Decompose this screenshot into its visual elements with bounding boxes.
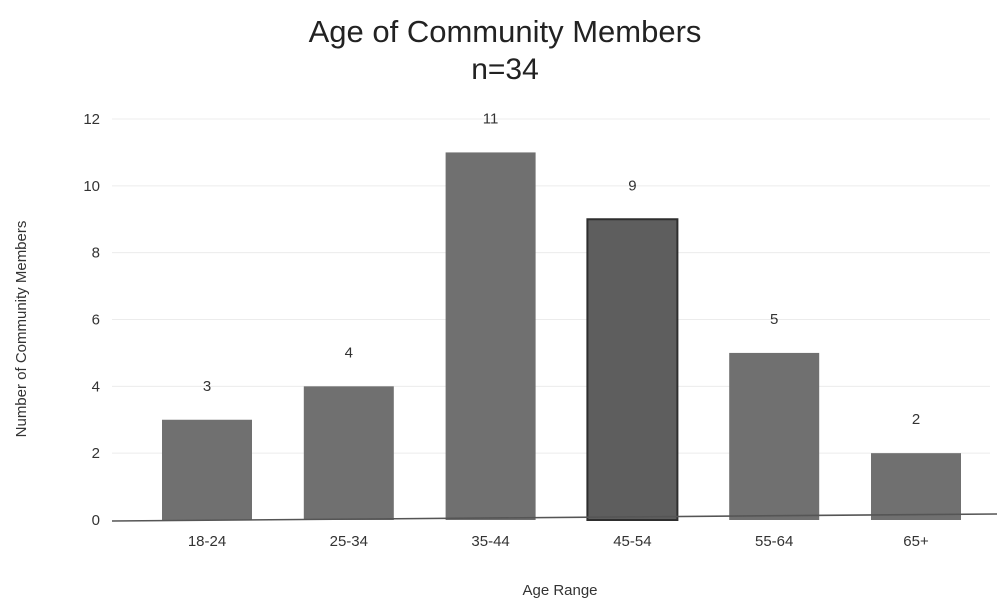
y-axis-title: Number of Community Members [13, 221, 30, 438]
x-axis-line [111, 513, 997, 522]
gridlines [112, 118, 990, 454]
chart-title: Age of Community Members [309, 14, 702, 49]
x-tick-label: 18-24 [188, 533, 226, 550]
value-labels: 3 4 11 9 5 2 [203, 110, 920, 428]
bar-65+ [871, 453, 961, 520]
x-tick-label: 55-64 [755, 533, 793, 550]
y-tick-label: 12 [83, 111, 100, 128]
y-tick-label: 8 [92, 245, 100, 262]
x-tick-label: 45-54 [613, 533, 651, 550]
value-label: 9 [628, 177, 636, 194]
bar-25-34 [303, 386, 394, 520]
y-tick-label: 0 [92, 512, 100, 529]
bar-35-44 [445, 152, 536, 520]
y-tick-label: 10 [83, 178, 100, 195]
y-tick-label: 4 [92, 378, 100, 395]
value-label: 2 [912, 411, 920, 428]
y-tick-label: 2 [92, 445, 100, 462]
bar-45-54 [586, 218, 679, 521]
y-tick-label: 6 [92, 312, 100, 329]
bar-55-64 [729, 352, 820, 520]
x-tick-label: 65+ [903, 533, 929, 550]
x-axis-categories: 18-24 25-34 35-44 45-54 55-64 65+ [188, 533, 929, 550]
value-label: 11 [483, 110, 499, 127]
x-tick-label: 25-34 [330, 533, 368, 550]
x-axis-title: Age Range [522, 582, 597, 599]
bar-18-24 [162, 419, 252, 520]
bars [162, 152, 961, 521]
chart-subtitle: n=34 [471, 53, 539, 86]
value-label: 4 [345, 344, 353, 361]
value-label: 3 [203, 378, 211, 395]
y-axis-ticks: 0 2 4 6 8 10 12 [83, 111, 100, 529]
x-tick-label: 35-44 [471, 533, 509, 550]
value-label: 5 [770, 311, 778, 328]
